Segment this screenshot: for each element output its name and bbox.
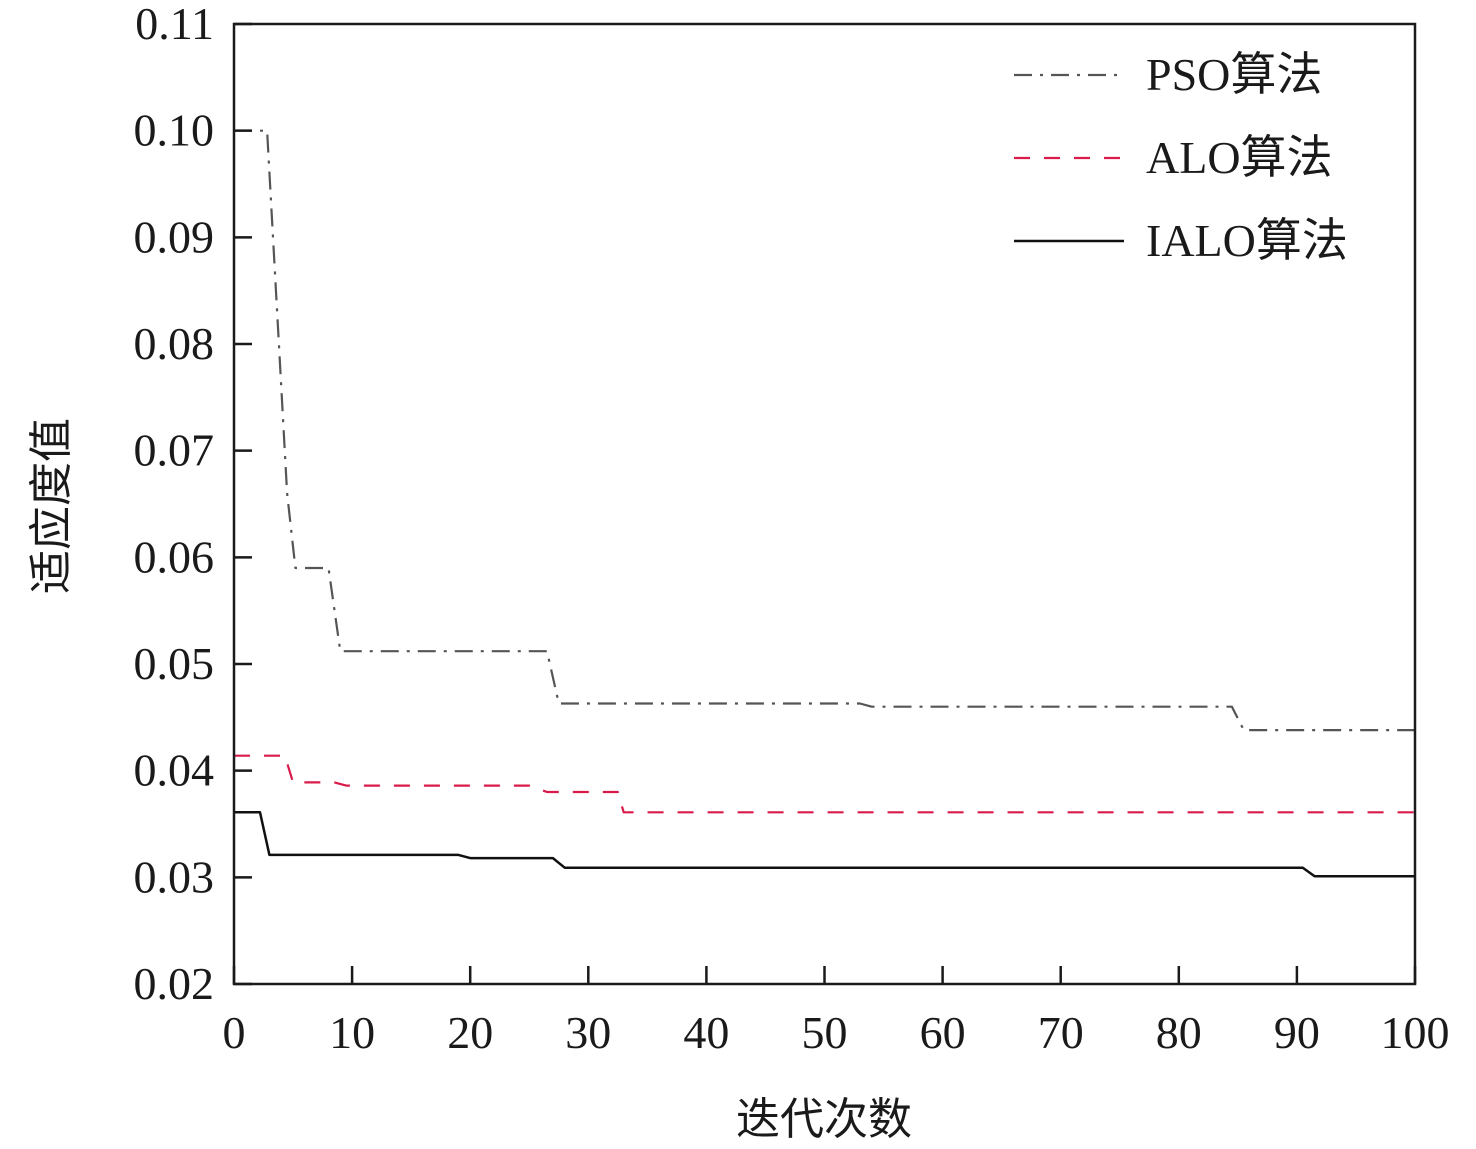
legend-label-1: PSO算法 bbox=[1146, 49, 1322, 100]
y-axis-ticks: 0.02 0.03 0.04 0.05 0.06 0.07 0.08 0.09 0.10 0.11 bbox=[134, 0, 252, 1009]
legend: PSO算法 ALO算法 IALO算法 bbox=[1014, 49, 1348, 266]
x-tick-label: 90 bbox=[1274, 1007, 1320, 1058]
series-line-1 bbox=[234, 129, 1415, 732]
x-tick-label: 10 bbox=[329, 1007, 375, 1058]
x-tick-label: 100 bbox=[1381, 1007, 1450, 1058]
legend-label-3: IALO算法 bbox=[1146, 215, 1348, 266]
y-tick-label: 0.09 bbox=[134, 211, 215, 262]
series-line-3 bbox=[234, 811, 1415, 878]
y-tick-label: 0.11 bbox=[135, 0, 214, 49]
series-layer bbox=[234, 129, 1415, 878]
y-tick-label: 0.10 bbox=[134, 105, 215, 156]
x-tick-label: 50 bbox=[802, 1007, 848, 1058]
series-line-2 bbox=[234, 754, 1415, 814]
y-tick-label: 0.05 bbox=[134, 638, 215, 689]
y-tick-label: 0.07 bbox=[134, 425, 215, 476]
x-tick-label: 30 bbox=[565, 1007, 611, 1058]
y-tick-label: 0.02 bbox=[134, 958, 215, 1009]
y-tick-label: 0.08 bbox=[134, 318, 215, 369]
x-tick-label: 60 bbox=[920, 1007, 966, 1058]
legend-label-2: ALO算法 bbox=[1146, 132, 1333, 183]
x-tick-label: 0 bbox=[223, 1007, 246, 1058]
y-axis-title: 适应度值 bbox=[26, 418, 77, 594]
x-tick-label: 20 bbox=[447, 1007, 493, 1058]
x-tick-label: 40 bbox=[683, 1007, 729, 1058]
y-tick-label: 0.03 bbox=[134, 851, 215, 902]
x-tick-label: 80 bbox=[1156, 1007, 1202, 1058]
y-tick-label: 0.04 bbox=[134, 745, 215, 796]
y-tick-label: 0.06 bbox=[134, 531, 215, 582]
x-axis-title: 迭代次数 bbox=[736, 1094, 912, 1145]
x-axis-ticks: 0 10 20 30 40 50 60 70 80 90 100 bbox=[223, 966, 1450, 1058]
x-tick-label: 70 bbox=[1038, 1007, 1084, 1058]
